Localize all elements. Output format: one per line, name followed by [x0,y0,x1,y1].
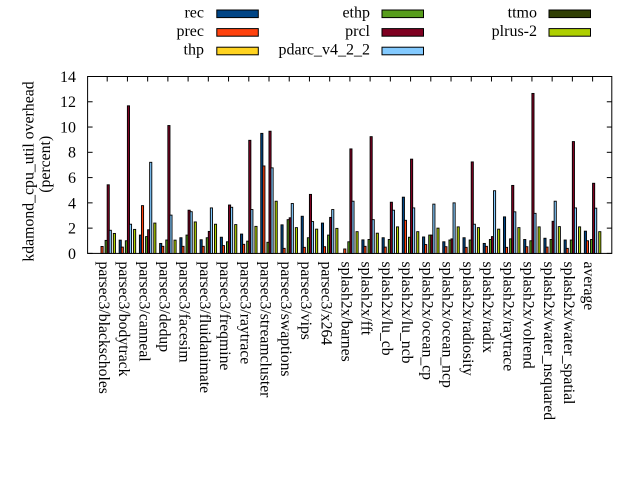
svg-text:parsec3/x264: parsec3/x264 [317,262,334,346]
svg-text:prcl: prcl [345,23,370,40]
svg-text:pdarc_v4_2_2: pdarc_v4_2_2 [278,42,370,59]
svg-text:10: 10 [60,119,76,136]
svg-text:parsec3/freqmine: parsec3/freqmine [216,262,233,371]
svg-text:splash2x/raytrace: splash2x/raytrace [499,262,516,372]
svg-text:parsec3/raytrace: parsec3/raytrace [236,262,253,365]
svg-text:parsec3/fluidanimate: parsec3/fluidanimate [196,262,213,394]
svg-text:(percent): (percent) [37,136,54,193]
svg-text:parsec3/bodytrack: parsec3/bodytrack [115,262,132,377]
svg-text:2: 2 [68,221,76,238]
svg-text:kdamond_cpu_util overhead: kdamond_cpu_util overhead [21,81,38,261]
svg-text:thp: thp [184,42,204,59]
svg-text:plrus-2: plrus-2 [492,23,537,40]
svg-text:parsec3/vips: parsec3/vips [297,262,314,340]
svg-text:4: 4 [68,195,76,212]
svg-text:splash2x/ocean_cp: splash2x/ocean_cp [418,262,435,381]
svg-text:splash2x/ocean_ncp: splash2x/ocean_ncp [439,262,456,388]
svg-text:splash2x/water_nsquared: splash2x/water_nsquared [540,262,557,421]
svg-text:rec: rec [184,5,204,22]
svg-text:splash2x/fft: splash2x/fft [358,262,375,336]
svg-text:8: 8 [68,145,76,162]
svg-text:parsec3/swaptions: parsec3/swaptions [277,262,294,377]
svg-text:parsec3/canneal: parsec3/canneal [135,262,152,363]
svg-text:splash2x/lu_cb: splash2x/lu_cb [378,262,395,356]
svg-text:parsec3/dedup: parsec3/dedup [155,262,172,353]
svg-text:parsec3/blackscholes: parsec3/blackscholes [95,262,112,394]
svg-text:12: 12 [60,94,76,111]
svg-text:0: 0 [68,246,76,263]
svg-text:splash2x/lu_ncb: splash2x/lu_ncb [398,262,415,364]
svg-text:prec: prec [176,23,204,40]
svg-text:ttmo: ttmo [508,5,537,22]
svg-text:splash2x/radiosity: splash2x/radiosity [459,262,476,376]
svg-text:parsec3/streamcluster: parsec3/streamcluster [257,262,274,399]
svg-text:6: 6 [68,170,76,187]
svg-text:splash2x/water_spatial: splash2x/water_spatial [560,262,577,406]
svg-text:average: average [580,262,597,311]
svg-text:14: 14 [60,69,76,86]
svg-text:splash2x/volrend: splash2x/volrend [520,262,537,369]
svg-text:ethp: ethp [342,5,370,22]
svg-text:parsec3/facesim: parsec3/facesim [176,262,193,363]
svg-text:splash2x/barnes: splash2x/barnes [338,262,355,362]
svg-text:splash2x/radix: splash2x/radix [479,262,496,354]
